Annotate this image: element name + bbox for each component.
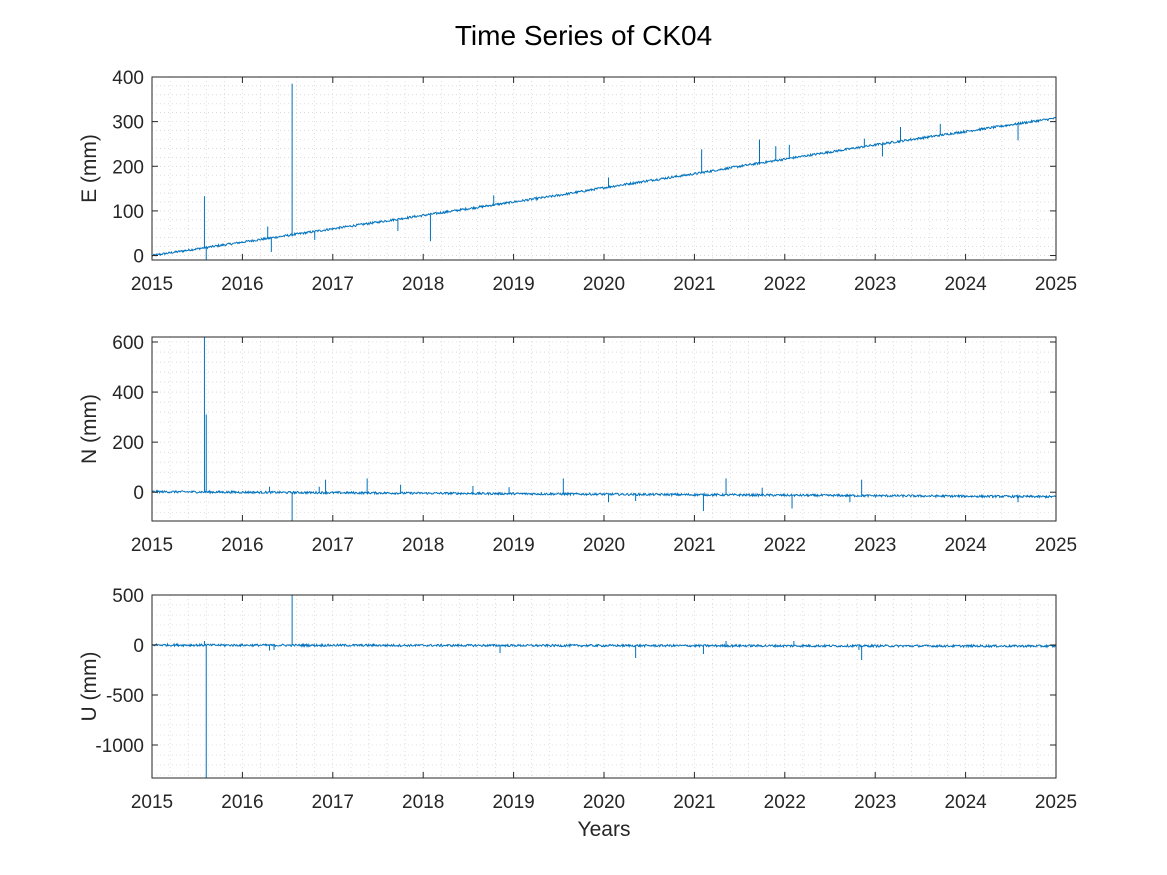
up-grid [152,594,1056,778]
x-tick-label: 2016 [221,535,263,556]
y-tick-label: 600 [112,333,144,354]
x-tick-label: 2021 [673,535,715,556]
north-component-panel: 2015 2016 2017 2018 2019 2020 2021 2022 2023 2024… [78,333,1077,556]
x-tick-label: 2020 [583,274,625,295]
x-tick-label: 2023 [854,274,896,295]
y-tick-label: 0 [133,247,144,268]
y-tick-label: 200 [112,157,144,178]
up-y-axis-label: U (mm) [78,652,101,722]
east-series [151,83,1057,260]
x-tick-label: 2018 [402,274,444,295]
up-series-line [151,642,1057,649]
y-tick-label: 400 [112,383,144,404]
x-tick-label: 2020 [583,792,625,813]
x-tick-label: 2017 [312,274,354,295]
x-tick-label: 2015 [131,792,173,813]
x-tick-label: 2023 [854,535,896,556]
x-tick-label: 2019 [492,792,534,813]
y-tick-label: -1000 [95,736,144,757]
x-tick-label: 2019 [492,535,534,556]
figure-title: Time Series of CK04 [454,20,713,51]
x-tick-label: 2017 [312,792,354,813]
x-tick-label: 2022 [764,792,806,813]
y-tick-label: 0 [133,636,144,657]
y-tick-label: 500 [112,586,144,607]
east-component-panel: 2015 2016 2017 2018 2019 2020 2021 2022 2023 2024… [78,68,1077,295]
x-tick-label: 2016 [221,274,263,295]
north-series-line [151,489,1057,499]
x-tick-label: 2022 [764,274,806,295]
y-tick-label: 100 [112,202,144,223]
x-tick-label: 2025 [1035,535,1077,556]
north-y-axis-label: N (mm) [78,394,101,464]
east-y-axis-label: E (mm) [78,134,101,203]
x-tick-label: 2016 [221,792,263,813]
east-series-line [151,116,1057,257]
up-plot-area [152,595,1056,778]
x-tick-label: 2018 [402,535,444,556]
east-plot-area [152,77,1056,260]
x-tick-label: 2024 [944,274,987,295]
north-series [151,337,1057,521]
x-tick-label: 2017 [312,535,354,556]
x-tick-label: 2021 [673,274,715,295]
x-tick-label: 2025 [1035,792,1077,813]
x-tick-label: 2022 [764,535,806,556]
up-component-panel: 2015 2016 2017 2018 2019 2020 2021 2022 2023 2024… [78,586,1077,813]
x-axis-label: Years [578,818,631,841]
x-tick-label: 2019 [492,274,534,295]
x-tick-label: 2021 [673,792,715,813]
x-tick-label: 2024 [944,535,987,556]
x-tick-label: 2015 [131,274,173,295]
x-tick-label: 2015 [131,535,173,556]
x-tick-label: 2024 [944,792,987,813]
up-series [151,595,1057,778]
y-tick-label: 0 [133,483,144,504]
y-tick-label: 300 [112,113,144,134]
x-tick-label: 2023 [854,792,896,813]
x-tick-label: 2020 [583,535,625,556]
y-tick-label: 400 [112,68,144,89]
y-tick-label: -500 [106,686,144,707]
y-tick-label: 200 [112,433,144,454]
x-tick-label: 2025 [1035,274,1077,295]
x-tick-label: 2018 [402,792,444,813]
